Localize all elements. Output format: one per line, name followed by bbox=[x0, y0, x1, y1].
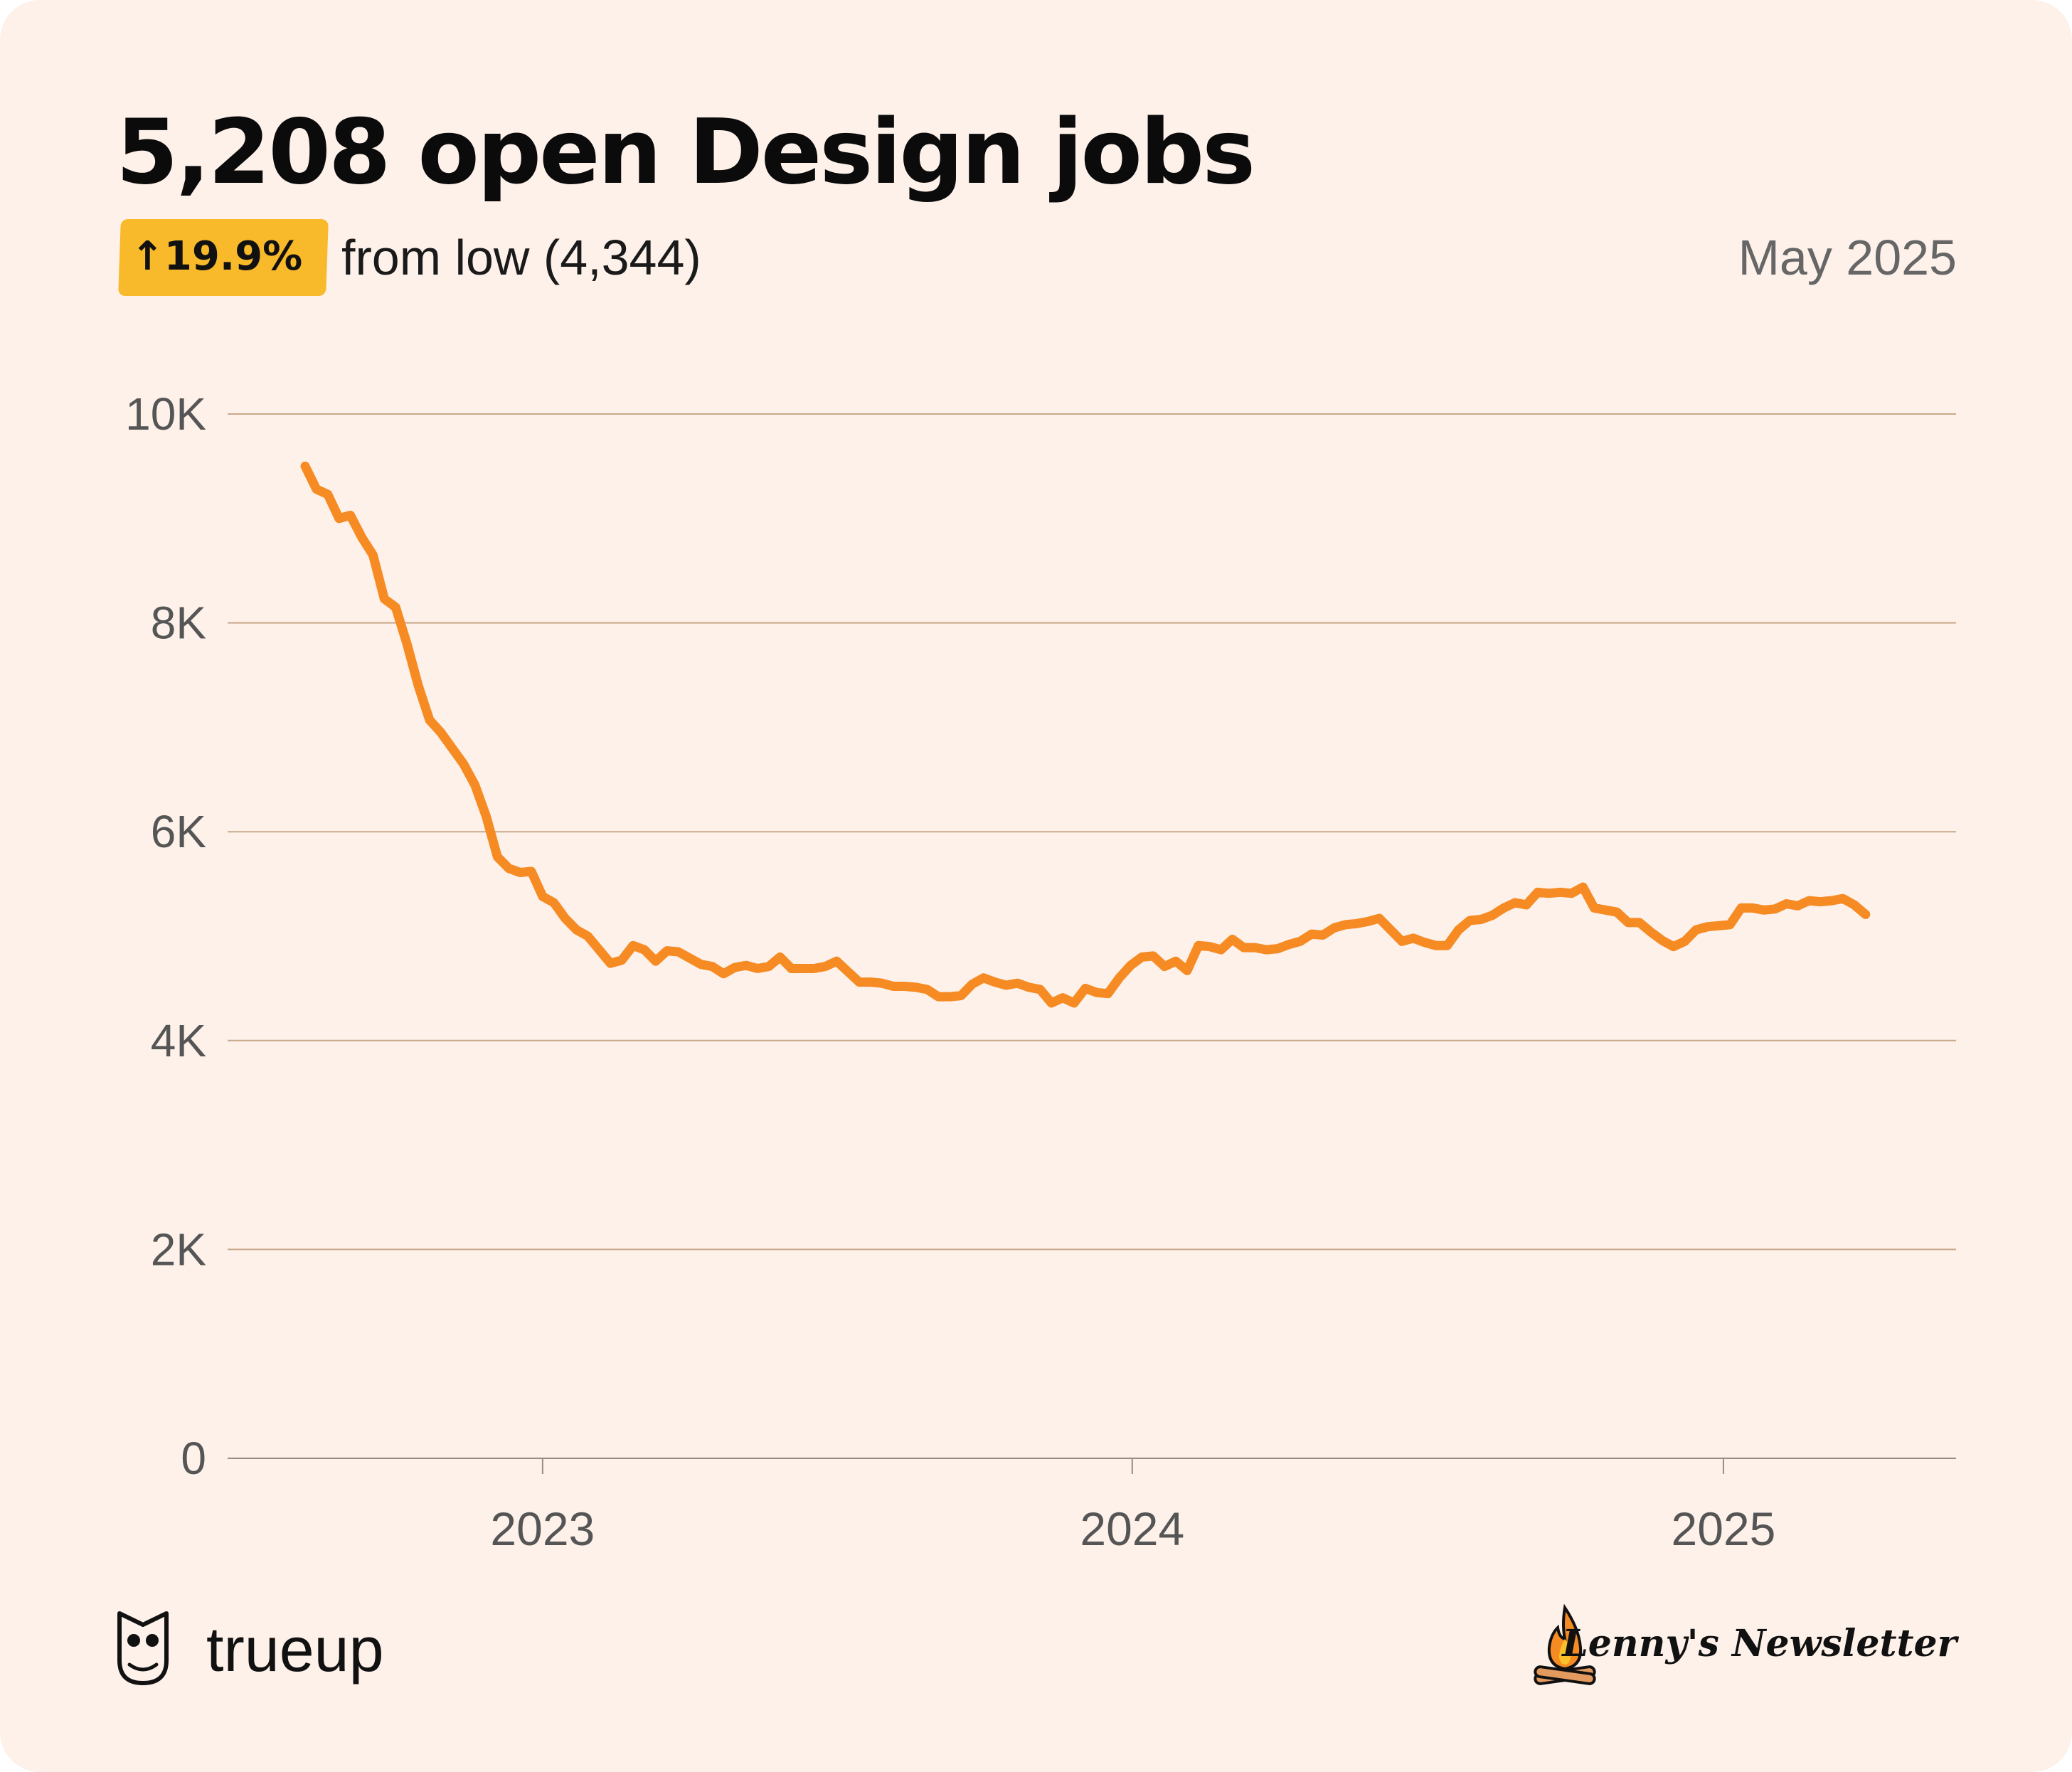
owl-icon bbox=[117, 1611, 169, 1685]
report-date: May 2025 bbox=[1738, 230, 1957, 285]
chart-subtitle: from low (4,344) bbox=[341, 230, 701, 285]
y-tick-label: 6K bbox=[151, 806, 206, 857]
campfire-icon bbox=[1534, 1603, 1596, 1685]
brand-name: trueup bbox=[206, 1614, 384, 1685]
partner-name: Lenny's Newsletter bbox=[1562, 1622, 1957, 1665]
x-tick-label: 2025 bbox=[1672, 1502, 1776, 1555]
change-badge: ↑19.9% bbox=[131, 233, 303, 280]
chart-title: 5,208 open Design jobs bbox=[116, 100, 1255, 204]
y-tick-label: 8K bbox=[151, 598, 206, 649]
x-tick-label: 2023 bbox=[490, 1502, 595, 1555]
y-tick-label: 4K bbox=[151, 1015, 206, 1066]
y-tick-label: 0 bbox=[181, 1433, 206, 1484]
x-tick-label: 2024 bbox=[1080, 1502, 1184, 1555]
series-line bbox=[300, 461, 1871, 1008]
line-chart: 0 2K 4K 6K 8K 10K 2023 2024 2025 bbox=[125, 388, 1956, 1555]
y-tick-label: 10K bbox=[125, 388, 206, 440]
y-tick-label: 2K bbox=[151, 1224, 206, 1275]
